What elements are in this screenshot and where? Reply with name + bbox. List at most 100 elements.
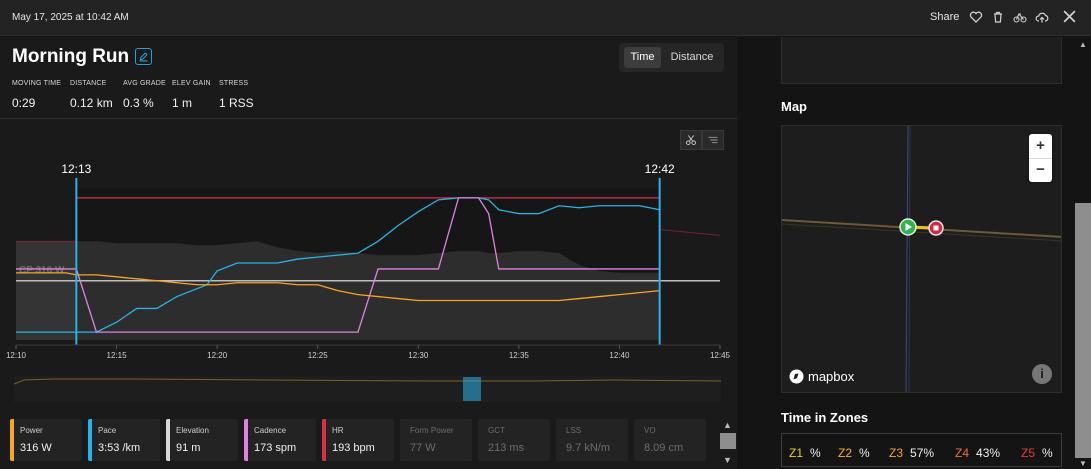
zone-percent: 57%: [910, 446, 935, 460]
scroll-down-icon[interactable]: ▼: [1079, 459, 1087, 468]
metric-scroll-thumb[interactable]: [720, 433, 736, 449]
zoom-controls: + −: [1029, 134, 1052, 182]
metric-label: Pace: [98, 426, 117, 435]
chart-menu-icon[interactable]: [702, 130, 724, 150]
stat-value-avg-grade: 0.3 %: [123, 96, 154, 110]
metric-card-form-power[interactable]: Form Power 77 W: [400, 419, 472, 461]
selection-shade: [76, 188, 660, 340]
bike-icon[interactable]: [1013, 10, 1027, 24]
metric-label: Cadence: [254, 426, 287, 435]
metric-label: VO: [644, 426, 656, 435]
zone-label: Z5: [1021, 446, 1036, 460]
zone-z3: Z3 57%: [889, 446, 934, 460]
zone-label: Z3: [889, 446, 904, 460]
stat-label-distance: DISTANCE: [70, 80, 107, 87]
scroll-up-icon[interactable]: ▲: [723, 420, 732, 430]
share-button[interactable]: Share: [930, 11, 960, 23]
metric-label: GCT: [488, 426, 505, 435]
metric-value: 77 W: [410, 442, 436, 454]
metric-card-power[interactable]: Power 316 W: [10, 419, 82, 461]
metric-card-vo[interactable]: VO 8.09 cm: [634, 419, 706, 461]
metric-label: LSS: [566, 426, 582, 435]
overview-line: [14, 378, 721, 385]
metric-card-cadence[interactable]: Cadence 173 spm: [244, 419, 316, 461]
zone-z5: Z5%: [1021, 446, 1053, 460]
overview-strip[interactable]: [14, 372, 721, 406]
x-tick-label: 12:35: [509, 351, 530, 360]
path-line: [908, 126, 911, 392]
stat-label-moving-time: MOVING TIME: [12, 80, 62, 87]
map-title: Map: [781, 99, 807, 114]
zone-z1: Z1%: [789, 446, 821, 460]
path-line: [905, 126, 909, 392]
close-icon[interactable]: [1062, 9, 1077, 24]
metric-value: 193 bpm: [332, 442, 375, 454]
metric-value: 8.09 cm: [644, 442, 684, 454]
metric-card-pace[interactable]: Pace 3:53 /km: [88, 419, 160, 461]
metric-value: 213 ms: [488, 442, 525, 454]
zone-label: Z2: [838, 446, 853, 460]
x-tick-label: 12:25: [308, 351, 329, 360]
x-tick-label: 12:40: [609, 351, 630, 360]
time-distance-toggle: Time Distance: [619, 43, 724, 72]
zoom-in-button[interactable]: +: [1036, 137, 1045, 154]
metric-color-bar: [88, 419, 92, 461]
x-tick-label: 12:15: [107, 351, 128, 360]
zones-card: [781, 433, 1062, 467]
toggle-time[interactable]: Time: [624, 47, 661, 68]
metric-value: 91 m: [176, 442, 201, 454]
map-view[interactable]: [781, 125, 1062, 393]
heart-icon[interactable]: [969, 10, 983, 24]
stop-icon: [933, 225, 939, 231]
road-edge: [782, 223, 1061, 242]
metric-card-elevation[interactable]: Elevation 91 m: [166, 419, 238, 461]
divider: [0, 118, 737, 119]
scroll-up-icon[interactable]: ▲: [1079, 40, 1087, 49]
cp-label: CP 316 W: [19, 265, 65, 276]
pace-line: [16, 197, 660, 333]
metric-value: 3:53 /km: [98, 442, 141, 454]
metric-label: Elevation: [176, 426, 209, 435]
metric-card-hr[interactable]: HR 193 bpm: [322, 419, 394, 461]
activity-title: Morning Run: [12, 46, 130, 67]
play-icon: [905, 223, 912, 231]
scissors-icon[interactable]: [680, 130, 702, 150]
x-tick-label: 12:45: [710, 351, 731, 360]
hr-line-faded: [16, 228, 721, 242]
right-scrollbar-thumb[interactable]: [1075, 203, 1091, 458]
stat-value-moving-time: 0:29: [12, 96, 36, 110]
overview-window[interactable]: [463, 377, 481, 401]
metric-card-lss[interactable]: LSS 9.7 kN/m: [556, 419, 628, 461]
metric-color-bar: [166, 419, 170, 461]
x-tick-label: 12:10: [6, 351, 27, 360]
stat-value-stress: 1 RSS: [219, 96, 254, 110]
metric-color-bar: [244, 419, 248, 461]
metric-value: 316 W: [20, 442, 52, 454]
mapbox-attribution: mapbox: [808, 369, 855, 384]
scroll-down-icon[interactable]: ▼: [723, 455, 732, 465]
toggle-distance[interactable]: Distance: [670, 51, 714, 63]
zone-label: Z4: [955, 446, 970, 460]
zoom-out-button[interactable]: −: [1036, 161, 1045, 178]
zoom-divider: [1029, 158, 1052, 159]
activity-chart[interactable]: CP 316 W 12:13 12:42 12:10 12:15 12:20 12:25 12…: [0, 150, 737, 375]
x-tick-label: 12:20: [207, 351, 228, 360]
metric-color-bar: [322, 419, 326, 461]
stat-label-stress: STRESS: [219, 80, 249, 87]
metric-value: 173 spm: [254, 442, 297, 454]
info-icon[interactable]: i: [1032, 364, 1052, 384]
x-tick-label: 12:30: [408, 351, 429, 360]
stat-label-elev-gain: ELEV GAIN: [172, 80, 211, 87]
zone-percent: 43%: [976, 446, 1001, 460]
zone-z2: Z2%: [838, 446, 870, 460]
activity-date: May 17, 2025 at 10:42 AM: [12, 12, 129, 23]
trash-icon[interactable]: [991, 10, 1005, 24]
zone-percent: %: [859, 446, 870, 460]
edit-icon[interactable]: [135, 48, 152, 65]
stat-label-avg-grade: AVG GRADE: [123, 80, 166, 87]
stat-value-distance: 0.12 km: [70, 96, 113, 110]
metric-color-bar: [10, 419, 14, 461]
cadence-line: [16, 197, 660, 333]
cloud-upload-icon[interactable]: [1035, 10, 1049, 24]
metric-card-gct[interactable]: GCT 213 ms: [478, 419, 550, 461]
